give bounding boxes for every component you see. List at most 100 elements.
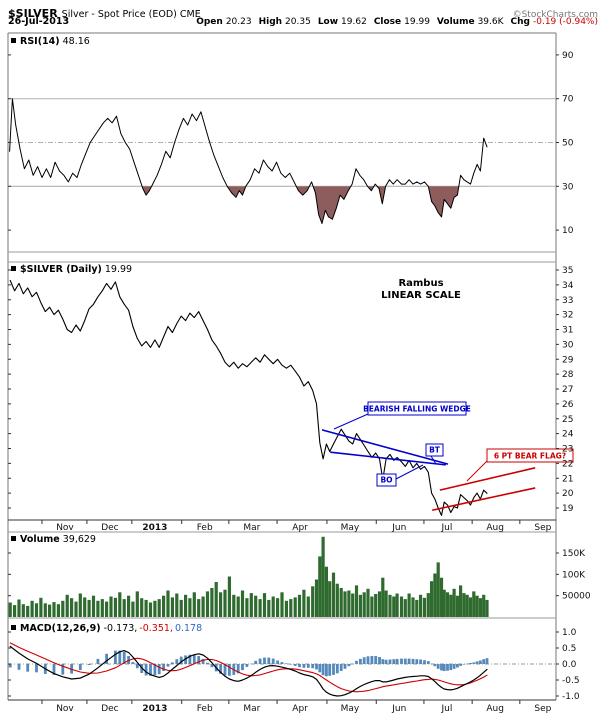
low-label: Low: [317, 17, 339, 27]
svg-text:Feb: Feb: [197, 704, 213, 714]
svg-text:26: 26: [562, 400, 574, 410]
svg-text:100K: 100K: [562, 570, 586, 580]
svg-text:-0.5: -0.5: [562, 676, 580, 686]
high-label: High: [258, 17, 283, 27]
volume-title-text: Volume: [20, 534, 60, 545]
svg-text:50: 50: [562, 139, 574, 149]
annotation-bo: BO: [376, 464, 424, 487]
svg-text:Dec: Dec: [101, 704, 118, 714]
svg-text:BEARISH FALLING WEDGE: BEARISH FALLING WEDGE: [363, 405, 471, 414]
svg-text:10: 10: [562, 226, 574, 236]
svg-text:Aug: Aug: [486, 704, 504, 714]
macd-value: -0.173,: [103, 623, 138, 634]
svg-text:32: 32: [562, 311, 573, 321]
chart-watermark: Rambus LINEAR SCALE: [366, 278, 476, 302]
svg-text:-1.0: -1.0: [562, 692, 580, 702]
chg-value: -0.19 (-0.94%): [532, 17, 598, 27]
close-label: Close: [373, 17, 402, 27]
price-panel: BEARISH FALLING WEDGE BT BO 6 PT BEAR FLAG?…: [8, 266, 574, 516]
svg-text:Nov: Nov: [56, 704, 74, 714]
svg-text:20: 20: [562, 489, 574, 499]
price-panel-title: $SILVER (Daily) 19.99: [11, 264, 132, 275]
svg-text:2013: 2013: [142, 704, 167, 714]
watermark-line-1: Rambus: [398, 278, 444, 289]
svg-text:30: 30: [562, 340, 574, 350]
svg-text:0.0: 0.0: [562, 660, 577, 670]
annotation-bt: BT: [425, 443, 444, 465]
svg-text:22: 22: [562, 459, 573, 469]
instrument-title: $SILVER Silver - Spot Price (EOD) CME: [8, 2, 201, 21]
svg-text:Jun: Jun: [391, 704, 406, 714]
svg-text:Aug: Aug: [486, 523, 504, 533]
svg-text:50000: 50000: [562, 592, 591, 602]
svg-text:150K: 150K: [562, 549, 586, 559]
svg-text:Dec: Dec: [101, 523, 118, 533]
svg-text:6 PT BEAR FLAG?: 6 PT BEAR FLAG?: [494, 452, 566, 461]
svg-text:BO: BO: [380, 476, 392, 485]
svg-text:Mar: Mar: [243, 704, 260, 714]
svg-text:34: 34: [562, 281, 574, 291]
svg-text:May: May: [341, 523, 360, 533]
svg-text:Jul: Jul: [441, 523, 453, 533]
rsi-panel: 90 70 50 30 10: [8, 51, 574, 236]
volume-panel-title: Volume 39,629: [11, 534, 96, 545]
instrument-description: Silver - Spot Price (EOD) CME: [61, 9, 201, 20]
svg-text:Sep: Sep: [534, 523, 551, 533]
low-value: 19.62: [341, 17, 367, 27]
volume-value: 39.6K: [477, 17, 504, 27]
svg-text:35: 35: [562, 266, 573, 276]
macd-legend-marker-icon: [11, 625, 16, 630]
svg-text:24: 24: [562, 430, 574, 440]
svg-text:29: 29: [562, 355, 574, 365]
trendline-flag-upper: [439, 467, 536, 491]
volume-label: Volume: [436, 17, 475, 27]
svg-text:2013: 2013: [142, 523, 167, 533]
svg-text:Jun: Jun: [391, 523, 406, 533]
svg-text:Mar: Mar: [243, 523, 260, 533]
svg-text:May: May: [341, 704, 360, 714]
annotation-6-pt-bear-flag-: 6 PT BEAR FLAG?: [466, 448, 574, 482]
svg-text:19: 19: [562, 504, 574, 514]
macd-title-text: MACD(12,26,9): [20, 623, 101, 634]
svg-text:Sep: Sep: [534, 704, 551, 714]
svg-text:31: 31: [562, 326, 573, 336]
svg-text:BT: BT: [429, 446, 441, 455]
trendline-flag-lower: [431, 487, 536, 512]
trendline-wedge-upper: [321, 429, 449, 465]
chart-date: 26-Jul-2013: [8, 16, 70, 27]
macd-panel: 1.0 0.5 0.0 -0.5 -1.0: [8, 628, 580, 702]
svg-text:Apr: Apr: [292, 523, 308, 533]
svg-text:30: 30: [562, 182, 574, 192]
svg-text:Jul: Jul: [441, 704, 453, 714]
volume-panel: 150K 100K 50000: [8, 536, 591, 617]
svg-text:23: 23: [562, 445, 573, 455]
svg-text:70: 70: [562, 95, 574, 105]
symbol: $SILVER: [8, 7, 58, 20]
svg-text:28: 28: [562, 370, 574, 380]
svg-text:27: 27: [562, 385, 573, 395]
panel-borders: [7, 32, 557, 701]
rsi-title-text: RSI(14): [20, 36, 60, 47]
rsi-oversold-fill: [9, 186, 487, 224]
svg-text:21: 21: [562, 474, 573, 484]
macd-hist-value: 0.178: [174, 623, 203, 634]
trendline-wedge-lower: [330, 451, 446, 466]
high-value: 20.35: [285, 17, 311, 27]
volume-title-value: 39,629: [62, 534, 96, 545]
open-label: Open: [196, 17, 223, 27]
volume-legend-marker-icon: [11, 536, 16, 541]
price-title-text: $SILVER (Daily): [20, 264, 102, 275]
svg-text:Apr: Apr: [292, 704, 308, 714]
price-legend-marker-icon: [11, 266, 16, 271]
annotation-bearish-falling-wedge: BEARISH FALLING WEDGE: [333, 401, 471, 430]
header-row-2: 26-Jul-2013 Open 20.23 High 20.35 Low 19.62…: [8, 16, 598, 27]
rsi-panel-title: RSI(14) 48.16: [11, 36, 90, 47]
svg-text:Nov: Nov: [56, 523, 74, 533]
copyright: ©StockCharts.com: [512, 10, 598, 20]
header-row-1: $SILVER Silver - Spot Price (EOD) CME ©St…: [8, 2, 598, 21]
open-value: 20.23: [225, 17, 252, 27]
close-value: 19.99: [404, 17, 430, 27]
rsi-legend-marker-icon: [11, 38, 16, 43]
svg-text:Feb: Feb: [197, 523, 213, 533]
